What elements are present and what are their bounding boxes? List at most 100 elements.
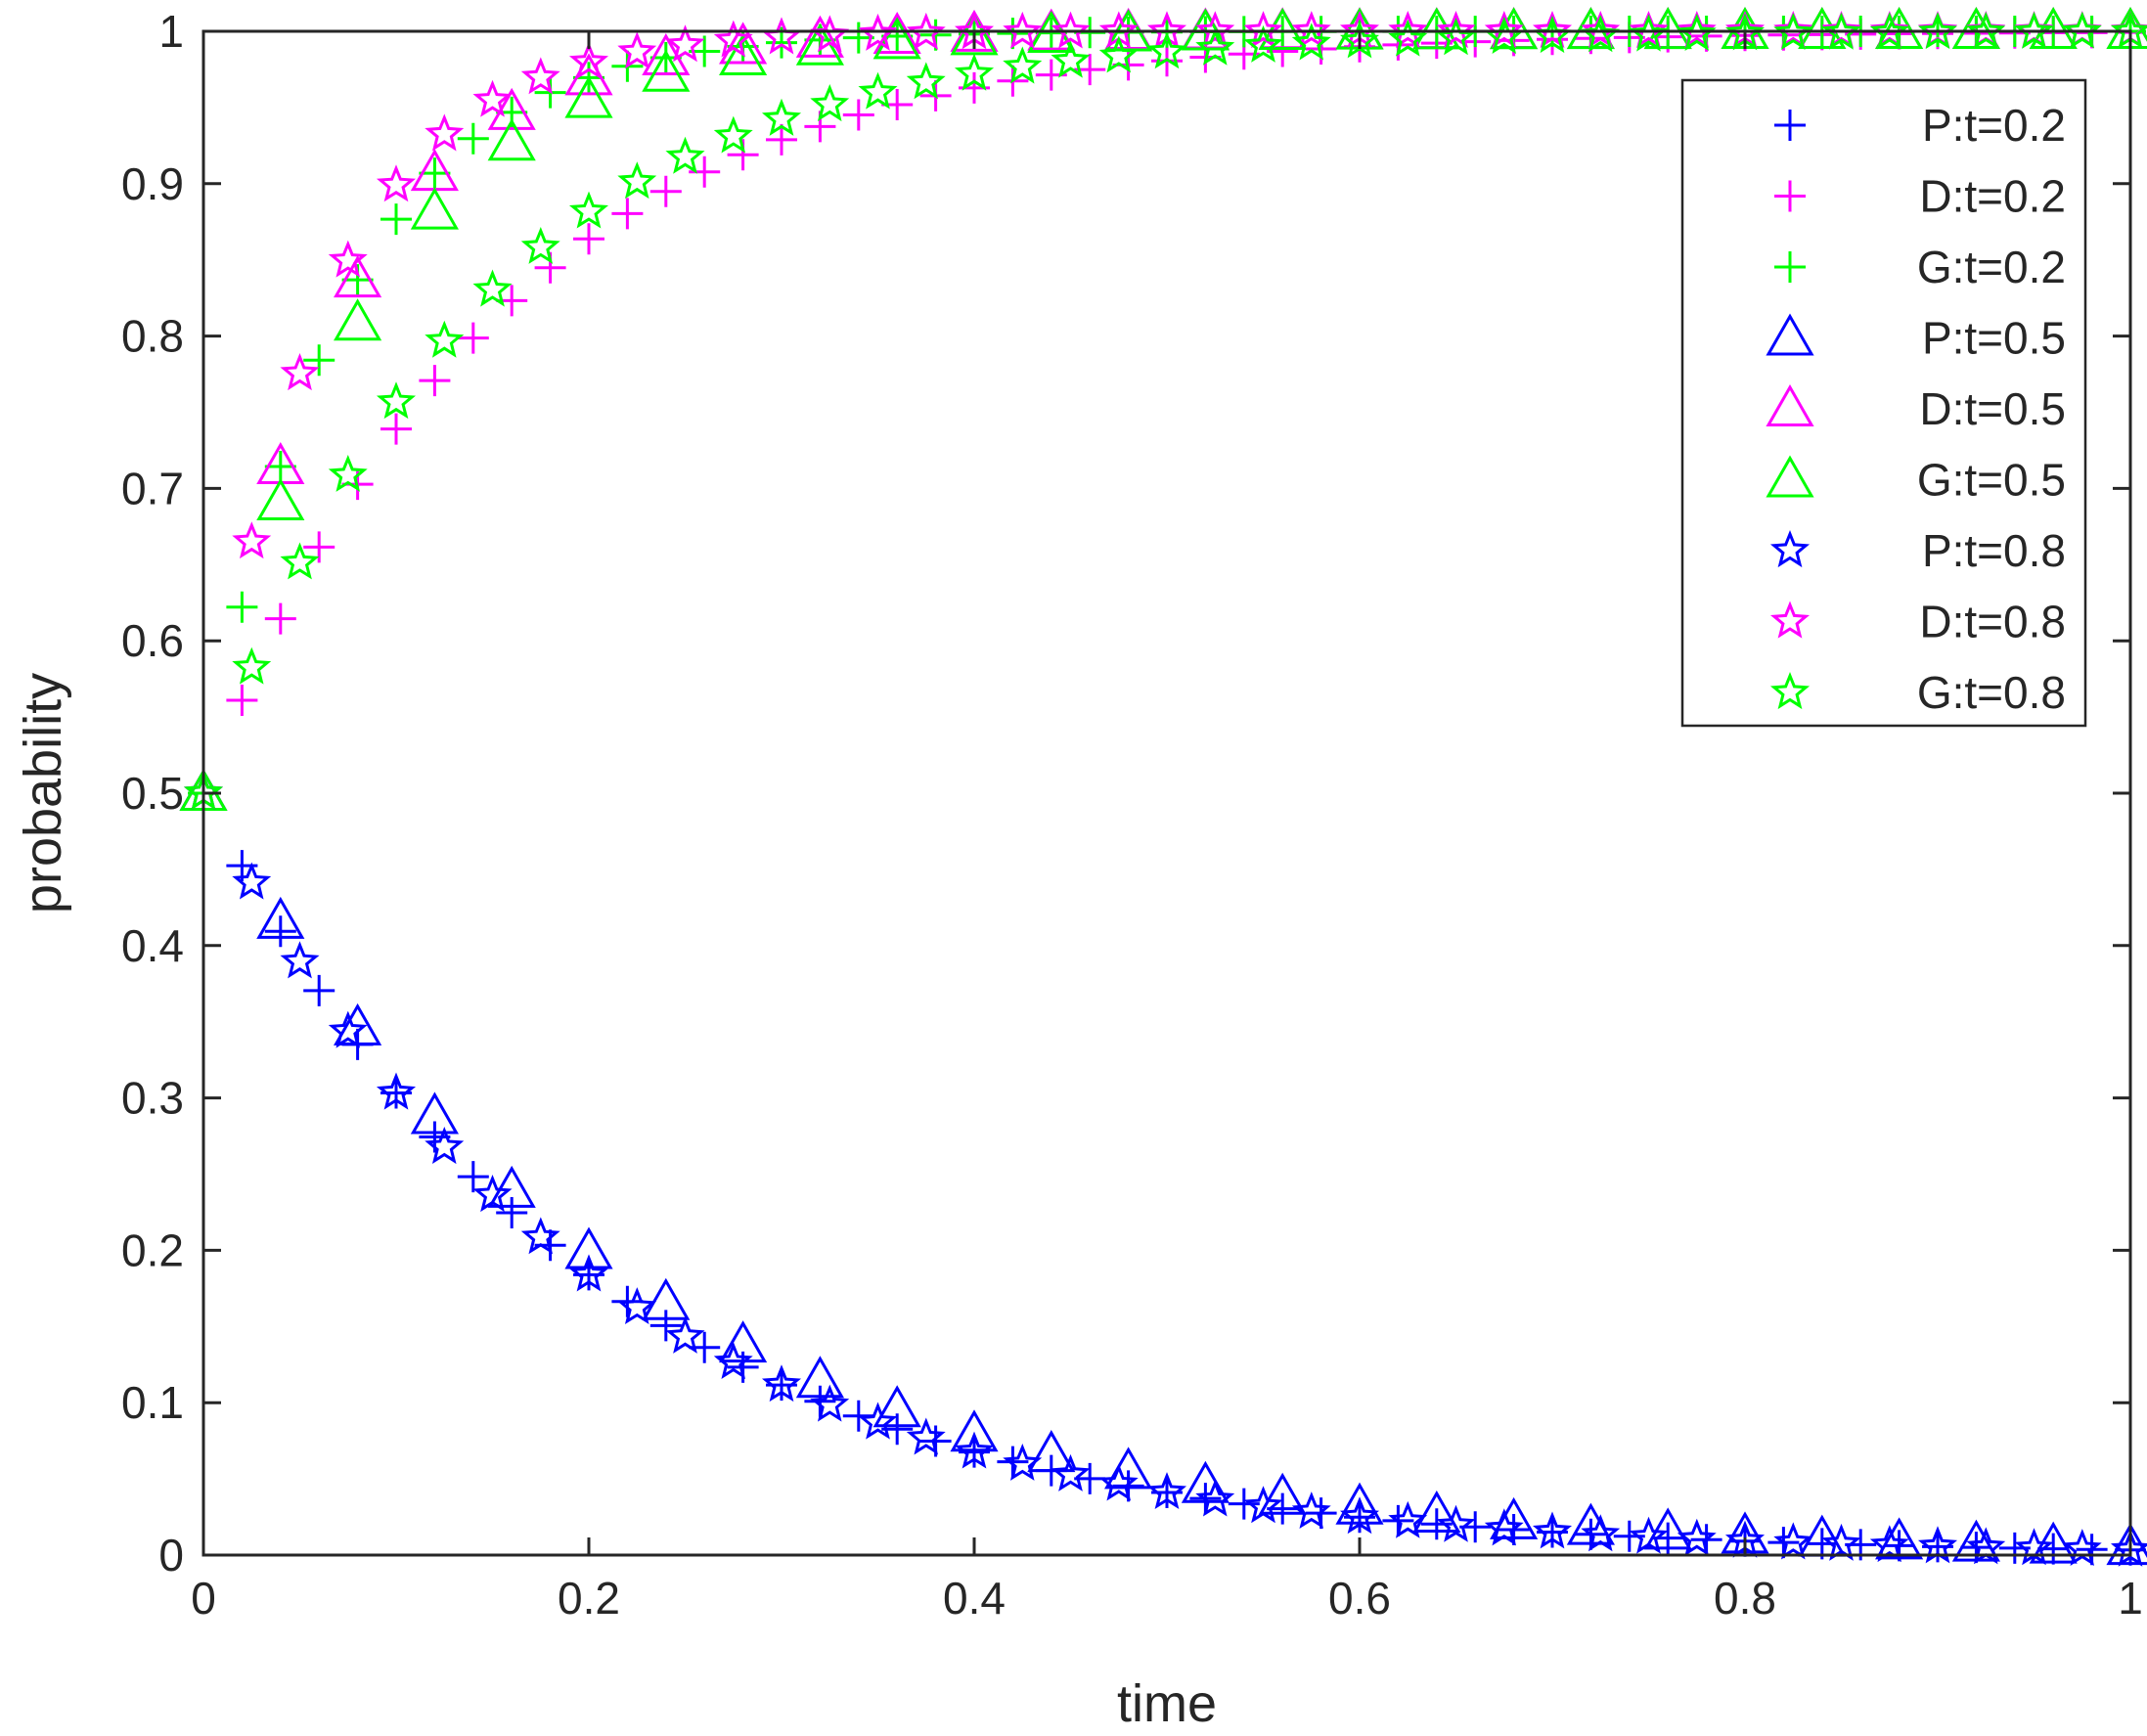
data-point [761, 98, 802, 136]
data-point [264, 602, 296, 635]
data-point [376, 381, 417, 420]
data-point [334, 298, 382, 341]
data-point [719, 33, 768, 76]
legend-marker-plus [1774, 180, 1806, 212]
legend-label: P:t=0.2 [1922, 100, 2066, 151]
data-point [665, 136, 705, 174]
data-point [713, 115, 753, 154]
data-point [303, 344, 335, 377]
data-point [1436, 18, 1476, 56]
data-point [1243, 24, 1283, 63]
data-point [457, 1161, 489, 1193]
legend-marker-plus [1774, 251, 1806, 283]
data-point [303, 974, 335, 1006]
y-tick-label: 0.6 [121, 615, 184, 666]
data-point [665, 24, 705, 63]
data-point [232, 646, 272, 685]
legend-marker-plus [1774, 110, 1806, 141]
data-point [1869, 1525, 1909, 1563]
data-point [328, 455, 368, 492]
legend-label: P:t=0.5 [1922, 313, 2066, 364]
data-point [1098, 1463, 1139, 1501]
data-point [232, 862, 272, 900]
data-point [842, 99, 874, 131]
data-point [573, 223, 604, 255]
data-point [1388, 11, 1428, 49]
data-point [617, 161, 657, 200]
data-point [1484, 1508, 1524, 1546]
data-point [1098, 35, 1139, 73]
data-point [1677, 1518, 1717, 1556]
x-tick-label: 0.6 [1328, 1573, 1391, 1624]
data-point [1629, 10, 1669, 49]
data-point [1003, 11, 1043, 49]
data-point [1581, 1514, 1621, 1552]
data-point [1677, 11, 1717, 49]
data-point [1291, 11, 1331, 49]
data-point [280, 542, 320, 580]
data-point [568, 1254, 609, 1292]
data-point [564, 75, 613, 118]
data-point [256, 896, 305, 939]
data-point [457, 322, 489, 354]
data-point [1027, 1430, 1076, 1473]
data-point [766, 123, 797, 156]
data-point [1243, 11, 1283, 49]
legend-marker-star [1769, 529, 1811, 568]
data-point [280, 941, 320, 979]
series-P:t=0.8 [183, 772, 2147, 1567]
legend-label: D:t=0.8 [1919, 597, 2066, 647]
data-point [1773, 11, 1813, 49]
data-point [1966, 12, 2006, 50]
data-point [520, 57, 560, 95]
data-point [2029, 6, 2078, 50]
data-point [419, 157, 451, 190]
data-point [1291, 1491, 1331, 1530]
legend-label: G:t=0.8 [1917, 667, 2066, 718]
data-point [872, 1385, 921, 1428]
data-point [264, 915, 296, 948]
data-point [858, 1402, 898, 1440]
legend-marker-star [1769, 601, 1811, 639]
legend-entry: G:t=0.2 [1774, 242, 2066, 292]
data-point [232, 521, 272, 559]
y-tick-label: 0 [158, 1530, 184, 1580]
x-tick-label: 1 [2118, 1573, 2143, 1624]
data-point [1003, 1444, 1043, 1481]
y-axis-title: probability [14, 673, 72, 913]
axis-ticks [201, 29, 2132, 1557]
data-point [472, 1174, 513, 1213]
data-point [1195, 27, 1235, 66]
data-point [1917, 12, 1958, 50]
data-point [1003, 46, 1043, 84]
data-point [328, 240, 368, 278]
data-point [303, 531, 335, 563]
data-point [1951, 6, 2000, 50]
data-point [425, 320, 465, 358]
legend-entry: P:t=0.2 [1774, 100, 2066, 151]
data-point [2014, 11, 2054, 49]
data-point [380, 203, 412, 236]
data-point [1581, 11, 1621, 49]
legend-marker-triangle [1766, 313, 1814, 356]
legend-entry: D:t=0.8 [1769, 597, 2066, 647]
data-point [1051, 1453, 1091, 1491]
data-point [954, 53, 995, 91]
data-point [328, 1010, 368, 1048]
data-point [2062, 1529, 2102, 1567]
data-point [568, 41, 609, 79]
data-point [1821, 1523, 1861, 1561]
data-point [1195, 1479, 1235, 1517]
data-point [858, 71, 898, 110]
data-point [1258, 1472, 1307, 1515]
series-G:t=0.8 [183, 11, 2147, 811]
data-point [520, 227, 560, 264]
data-point [226, 685, 258, 717]
x-tick-label: 0.8 [1714, 1573, 1776, 1624]
data-point [1484, 11, 1524, 49]
data-point [689, 156, 721, 188]
data-point [564, 1226, 613, 1269]
data-point [1412, 7, 1461, 50]
data-point [1228, 1488, 1260, 1520]
data-point [906, 12, 946, 50]
